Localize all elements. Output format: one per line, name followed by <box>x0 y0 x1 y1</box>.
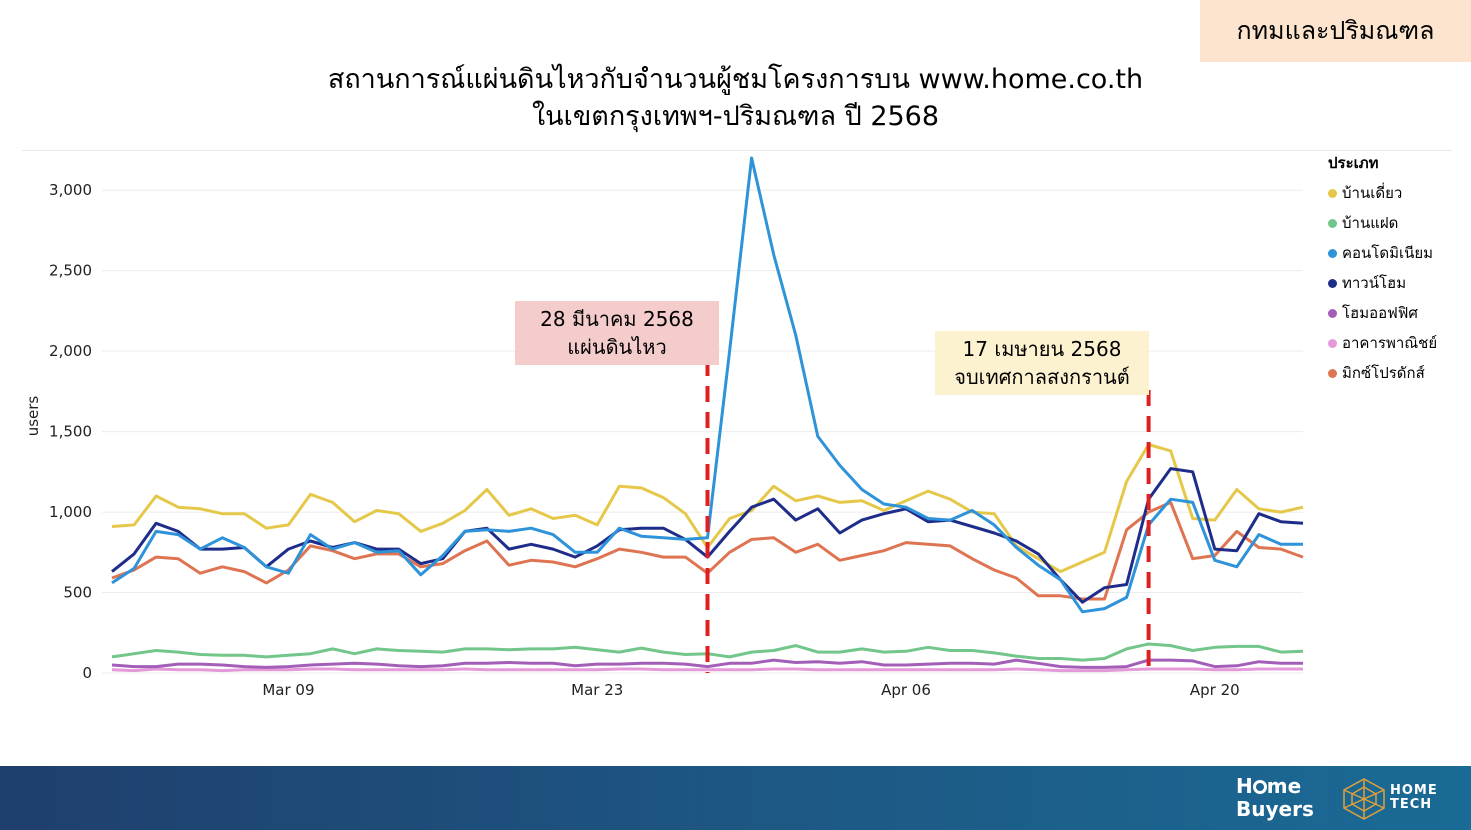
legend-item: บ้านเดี่ยว <box>1328 178 1468 208</box>
legend-label: คอนโดมิเนียม <box>1342 244 1434 262</box>
legend-dot-icon <box>1328 218 1337 228</box>
region-label: กทมและปริมณฑล <box>1236 16 1435 45</box>
chart-top-divider <box>22 150 1452 151</box>
y-tick-label: 0 <box>82 664 92 682</box>
y-tick-label: 2,500 <box>49 262 92 280</box>
legend-items: บ้านเดี่ยวบ้านแฝดคอนโดมิเนียมทาวน์โฮมโฮม… <box>1328 178 1468 388</box>
legend-label: บ้านเดี่ยว <box>1342 184 1403 202</box>
line-chart: 0 500 1,000 1,500 2,000 2,500 3,000 users Mar 09… <box>24 156 1304 699</box>
legend-dot-icon <box>1328 188 1337 198</box>
chart-title-line2: ในเขตกรุงเทพฯ-ปริมณฑล ปี 2568 <box>531 101 940 132</box>
series-line <box>111 667 1303 673</box>
legend-item: อาคารพาณิชย์ <box>1328 328 1468 358</box>
legend-item: ทาวน์โฮม <box>1328 268 1468 298</box>
x-tick-label: Mar 09 <box>262 681 314 699</box>
annotation-songkran: 17 เมษายน 2568 จบเทศกาลสงกรานต์ <box>935 331 1149 395</box>
legend-dot-icon <box>1328 278 1337 288</box>
series-line <box>111 658 1303 669</box>
region-badge: กทมและปริมณฑล <box>1200 0 1471 62</box>
footer-bar <box>0 766 1471 830</box>
annotation-earthquake-label: แผ่นดินไหว <box>567 335 667 359</box>
y-tick-label: 500 <box>63 584 92 602</box>
legend: ประเภท บ้านเดี่ยวบ้านแฝดคอนโดมิเนียมทาวน… <box>1328 152 1468 388</box>
chart-title-line1: สถานการณ์แผ่นดินไหวกับจำนวนผู้ชมโครงการบ… <box>327 64 1144 95</box>
legend-label: อาคารพาณิชย์ <box>1342 334 1438 352</box>
legend-label: มิกซ์โปรดักส์ <box>1342 364 1425 382</box>
legend-item: โฮมออฟฟิศ <box>1328 298 1468 328</box>
legend-label: บ้านแฝด <box>1342 214 1399 232</box>
tech-line2: TECH <box>1390 797 1433 812</box>
legend-dot-icon <box>1328 308 1337 318</box>
legend-label: ทาวน์โฮม <box>1342 274 1407 292</box>
home-tech-logo-icon <box>1343 778 1385 820</box>
y-tick-label: 1,000 <box>49 503 92 521</box>
legend-dot-icon <box>1328 338 1337 348</box>
x-tick-label: Apr 20 <box>1190 681 1240 699</box>
brand-name-line2: Buyers <box>1236 797 1314 821</box>
series-line <box>111 156 1303 614</box>
legend-dot-icon <box>1328 368 1337 378</box>
y-tick-label: 2,000 <box>49 342 92 360</box>
home-tech-logo-text: HOME TECH <box>1390 784 1438 812</box>
annotation-songkran-date: 17 เมษายน 2568 <box>962 337 1122 361</box>
x-tick-label: Apr 06 <box>881 681 931 699</box>
y-axis-label: users <box>24 396 42 437</box>
legend-title: ประเภท <box>1328 154 1379 172</box>
annotation-earthquake-date: 28 มีนาคม 2568 <box>540 307 694 331</box>
legend-label: โฮมออฟฟิศ <box>1342 304 1418 322</box>
annotation-songkran-label: จบเทศกาลสงกรานต์ <box>954 365 1130 389</box>
tech-line1: HOME <box>1390 783 1438 798</box>
legend-dot-icon <box>1328 248 1337 258</box>
legend-item: คอนโดมิเนียม <box>1328 238 1468 268</box>
x-tick-label: Mar 23 <box>571 681 623 699</box>
legend-item: มิกซ์โปรดักส์ <box>1328 358 1468 388</box>
annotation-earthquake: 28 มีนาคม 2568 แผ่นดินไหว <box>515 301 719 365</box>
y-tick-label: 3,000 <box>49 181 92 199</box>
y-tick-label: 1,500 <box>49 423 92 441</box>
legend-item: บ้านแฝด <box>1328 208 1468 238</box>
